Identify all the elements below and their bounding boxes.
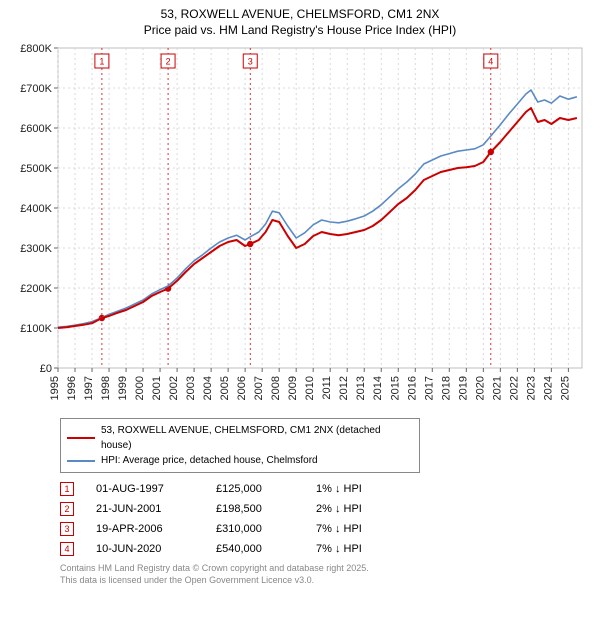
transaction-price: £540,000 [216,543,316,555]
footnote: Contains HM Land Registry data © Crown c… [60,563,590,586]
transaction-marker-number: 4 [488,57,493,67]
x-tick-label: 2014 [372,376,384,400]
chart-title: 53, ROXWELL AVENUE, CHELMSFORD, CM1 2NX … [10,6,590,38]
y-tick-label: £500K [20,163,52,175]
transaction-row: 2 21-JUN-2001£198,5002% ↓ HPI [60,499,590,519]
transaction-date: 01-AUG-1997 [96,483,216,495]
y-tick-label: £800K [20,43,52,55]
x-tick-label: 2023 [525,376,537,400]
x-tick-label: 1996 [66,376,78,400]
transaction-delta: 7% ↓ HPI [316,523,426,535]
x-tick-label: 2009 [287,376,299,400]
x-tick-label: 2012 [338,376,350,400]
x-tick-label: 1995 [49,376,61,400]
y-tick-label: £0 [40,363,52,375]
transaction-marker-number: 1 [99,57,104,67]
legend-label: HPI: Average price, detached house, Chel… [101,453,318,468]
transaction-row: 3 19-APR-2006£310,0007% ↓ HPI [60,519,590,539]
legend-swatch [67,460,95,462]
legend-label: 53, ROXWELL AVENUE, CHELMSFORD, CM1 2NX … [101,423,413,453]
transaction-row: 4 10-JUN-2020£540,0007% ↓ HPI [60,539,590,559]
chart: £0 £100K £200K £300K £400K £500K £600K £700K £80… [10,42,590,412]
transactions-table: 1 01-AUG-1997£125,0001% ↓ HPI 2 21-JUN-2001… [60,479,590,559]
y-tick-label: £700K [20,83,52,95]
title-line-2: Price paid vs. HM Land Registry's House … [144,23,456,37]
x-tick-label: 1997 [83,376,95,400]
footnote-line-1: Contains HM Land Registry data © Crown c… [60,563,369,573]
transaction-date: 19-APR-2006 [96,523,216,535]
transaction-marker: 2 [60,502,74,516]
transaction-row: 1 01-AUG-1997£125,0001% ↓ HPI [60,479,590,499]
transaction-marker: 4 [60,542,74,556]
x-tick-label: 2021 [491,376,503,400]
x-tick-label: 2006 [236,376,248,400]
y-tick-label: £300K [20,243,52,255]
x-tick-label: 2004 [202,376,214,400]
x-tick-label: 2020 [474,376,486,400]
x-tick-label: 2003 [185,376,197,400]
transaction-date: 21-JUN-2001 [96,503,216,515]
x-tick-label: 2010 [304,376,316,400]
legend: 53, ROXWELL AVENUE, CHELMSFORD, CM1 2NX … [60,418,420,473]
chart-svg: £0 £100K £200K £300K £400K £500K £600K £700K £80… [10,42,590,412]
x-tick-label: 2005 [219,376,231,400]
transaction-price: £198,500 [216,503,316,515]
x-tick-label: 2013 [355,376,367,400]
x-tick-label: 2022 [508,376,520,400]
x-tick-label: 1998 [100,376,112,400]
y-tick-label: £100K [20,323,52,335]
x-tick-label: 1999 [117,376,129,400]
title-line-1: 53, ROXWELL AVENUE, CHELMSFORD, CM1 2NX [161,7,440,21]
transaction-marker-number: 2 [166,57,171,67]
footnote-line-2: This data is licensed under the Open Gov… [60,575,314,585]
x-tick-label: 2025 [559,376,571,400]
transaction-delta: 1% ↓ HPI [316,483,426,495]
y-tick-label: £600K [20,123,52,135]
transaction-date: 10-JUN-2020 [96,543,216,555]
x-tick-label: 2008 [270,376,282,400]
transaction-marker-number: 3 [248,57,253,67]
y-tick-label: £400K [20,203,52,215]
legend-swatch [67,437,95,439]
x-tick-label: 2002 [168,376,180,400]
transaction-price: £310,000 [216,523,316,535]
x-tick-label: 2016 [406,376,418,400]
transaction-delta: 7% ↓ HPI [316,543,426,555]
legend-item: 53, ROXWELL AVENUE, CHELMSFORD, CM1 2NX … [67,423,413,453]
legend-item: HPI: Average price, detached house, Chel… [67,453,413,468]
transaction-marker: 3 [60,522,74,536]
x-tick-label: 2000 [134,376,146,400]
x-tick-label: 2007 [253,376,265,400]
transaction-price: £125,000 [216,483,316,495]
x-tick-label: 2024 [542,376,554,400]
x-tick-label: 2015 [389,376,401,400]
transaction-delta: 2% ↓ HPI [316,503,426,515]
x-tick-label: 2001 [151,376,163,400]
x-tick-label: 2017 [423,376,435,400]
x-tick-label: 2019 [457,376,469,400]
x-tick-label: 2018 [440,376,452,400]
x-tick-label: 2011 [321,376,333,400]
y-tick-label: £200K [20,283,52,295]
transaction-marker: 1 [60,482,74,496]
